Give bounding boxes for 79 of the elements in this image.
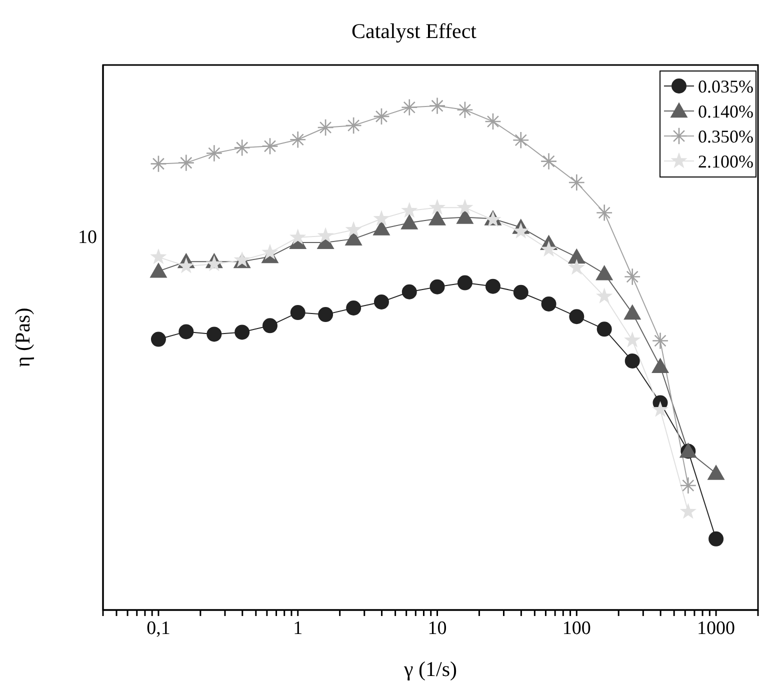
point (680, 476, 697, 494)
point (290, 305, 306, 320)
y-axis-title: η (Pas) (10, 308, 34, 368)
point (596, 288, 613, 304)
point (707, 464, 725, 480)
point (345, 221, 362, 237)
point (430, 279, 445, 294)
point (346, 300, 362, 316)
point (596, 264, 614, 280)
point (456, 101, 474, 119)
point (290, 130, 306, 148)
point (428, 97, 446, 115)
point (262, 244, 278, 260)
point (596, 204, 613, 222)
point (624, 353, 640, 368)
legend-label: 0.035% (698, 76, 754, 96)
point (568, 248, 586, 264)
point (428, 210, 446, 226)
x-tick-label: 10 (428, 618, 447, 639)
point (234, 324, 250, 340)
point (234, 138, 250, 156)
point (373, 108, 390, 126)
x-tick-label: 100 (562, 618, 591, 639)
point (402, 284, 417, 300)
point (374, 294, 389, 310)
legend-label: 0.140% (698, 101, 754, 122)
text: 10 (78, 226, 97, 248)
point (400, 214, 418, 230)
point (680, 502, 696, 519)
point (373, 210, 390, 226)
point (206, 255, 223, 272)
point (206, 144, 223, 162)
point (568, 174, 585, 192)
point (652, 332, 669, 350)
point (262, 318, 278, 334)
point (428, 198, 446, 215)
point (178, 324, 194, 340)
point (624, 332, 641, 348)
point (401, 98, 418, 116)
legend-label: 2.100% (698, 151, 754, 172)
point (457, 275, 472, 290)
point (206, 326, 222, 342)
point (568, 258, 585, 275)
point (540, 152, 558, 170)
point (290, 228, 306, 245)
point (317, 227, 334, 243)
point (569, 309, 584, 324)
point (652, 358, 670, 374)
point (401, 202, 418, 218)
point (318, 307, 334, 322)
point (456, 198, 474, 215)
point (484, 112, 502, 130)
x-tick-label: 1000 (697, 618, 736, 639)
point (624, 304, 642, 320)
point (178, 154, 195, 172)
point (345, 116, 362, 134)
point (150, 262, 168, 278)
point (624, 268, 641, 286)
point (262, 137, 278, 155)
x-axis-title: γ (1/s) (402, 657, 458, 681)
x-tick-label: 1 (293, 618, 303, 639)
point (178, 257, 194, 274)
point (372, 220, 390, 236)
point (513, 284, 528, 300)
x-tick-label: 0,1 (146, 618, 170, 639)
point (596, 322, 612, 337)
point (541, 296, 556, 312)
point (317, 118, 334, 136)
point (485, 278, 500, 294)
point (708, 531, 724, 546)
point (540, 240, 558, 257)
point (150, 332, 166, 347)
chart-title: Catalyst Effect (352, 19, 477, 43)
point (150, 248, 167, 264)
point (512, 222, 530, 238)
point (150, 155, 167, 173)
point (512, 131, 530, 149)
point (652, 401, 669, 417)
legend-label: 0.350% (698, 126, 754, 146)
